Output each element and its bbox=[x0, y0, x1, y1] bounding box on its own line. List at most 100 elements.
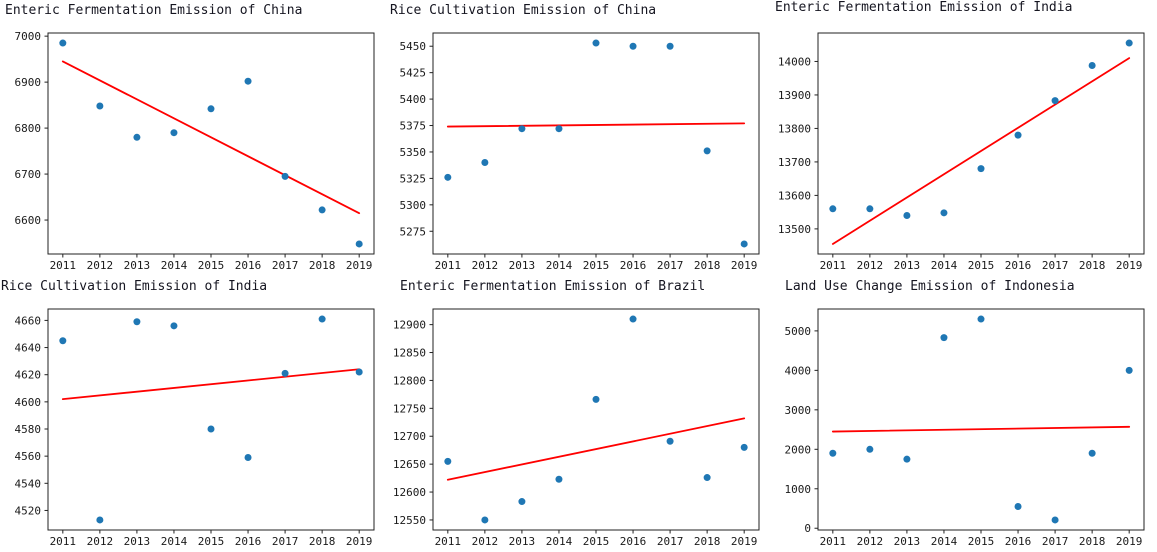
scatter-plot-land-use-change-indonesia: 2011 2012 2013 2014 2015 2016 2017 2018 2019 0 100… bbox=[785, 308, 1145, 548]
x-tick-label: 2013 bbox=[509, 535, 535, 548]
x-tick-label: 2018 bbox=[694, 535, 721, 548]
chart-title: Land Use Change Emission of Indonesia bbox=[785, 279, 1075, 294]
chart-cell-land-use-change-indonesia: Land Use Change Emission of Indonesia 20… bbox=[770, 276, 1157, 552]
x-tick-label: 2015 bbox=[968, 535, 995, 548]
x-tick-label: 2017 bbox=[272, 535, 299, 548]
x-tick-label: 2016 bbox=[1005, 259, 1032, 272]
x-tick-label: 2016 bbox=[235, 259, 262, 272]
x-tick-label: 2018 bbox=[309, 259, 336, 272]
scatter-point bbox=[555, 125, 563, 133]
scatter-point bbox=[829, 449, 837, 457]
x-tick-label: 2011 bbox=[435, 259, 462, 272]
scatter-point bbox=[866, 205, 874, 213]
chart-cell-enteric-fermentation-india: Enteric Fermentation Emission of India 2… bbox=[770, 0, 1157, 276]
scatter-point bbox=[207, 425, 215, 433]
scatter-point bbox=[666, 437, 674, 445]
y-tick-label: 5450 bbox=[400, 40, 427, 53]
scatter-point bbox=[170, 322, 178, 330]
y-tick-label: 5000 bbox=[785, 325, 812, 338]
scatter-point bbox=[133, 133, 141, 141]
scatter-point bbox=[629, 42, 637, 50]
chart-title: Enteric Fermentation Emission of Brazil bbox=[400, 279, 706, 294]
x-tick-label: 2016 bbox=[1005, 535, 1032, 548]
x-tick-label: 2011 bbox=[820, 535, 847, 548]
x-tick-label: 2019 bbox=[346, 535, 373, 548]
scatter-plot-enteric-fermentation-china: 2011 2012 2013 2014 2015 2016 2017 2018 2019 6600… bbox=[15, 30, 375, 272]
scatter-point bbox=[318, 315, 326, 323]
x-tick-label: 2013 bbox=[124, 535, 151, 548]
scatter-point bbox=[59, 39, 67, 47]
scatter-point bbox=[96, 516, 104, 524]
y-tick-label: 1000 bbox=[785, 483, 812, 496]
chart-title: Enteric Fermentation Emission of China bbox=[5, 3, 303, 18]
chart-cell-enteric-fermentation-china: Enteric Fermentation Emission of China 2… bbox=[0, 0, 385, 276]
chart-cell-enteric-fermentation-brazil: Enteric Fermentation Emission of Brazil … bbox=[385, 276, 770, 552]
scatter-point bbox=[59, 337, 67, 345]
axes-box bbox=[47, 308, 375, 531]
scatter-point bbox=[740, 443, 748, 451]
trend-line bbox=[831, 57, 1131, 245]
x-tick-label: 2012 bbox=[87, 535, 114, 548]
y-tick-label: 4640 bbox=[15, 342, 42, 355]
x-tick-label: 2017 bbox=[1042, 535, 1069, 548]
scatter-point bbox=[281, 172, 289, 180]
y-tick-label: 0 bbox=[804, 522, 811, 535]
scatter-point bbox=[244, 77, 252, 85]
scatter-point bbox=[318, 206, 326, 214]
y-tick-label: 4620 bbox=[15, 369, 42, 382]
y-tick-label: 6700 bbox=[15, 168, 42, 181]
x-tick-label: 2014 bbox=[931, 535, 958, 548]
scatter-point bbox=[592, 395, 600, 403]
x-tick-label: 2014 bbox=[546, 535, 573, 548]
x-tick-label: 2015 bbox=[198, 259, 225, 272]
y-tick-label: 13700 bbox=[778, 156, 811, 169]
scatter-point bbox=[740, 240, 748, 248]
axes-box bbox=[432, 32, 760, 255]
y-tick-label: 12550 bbox=[393, 514, 426, 527]
scatter-point bbox=[96, 102, 104, 110]
y-tick-label: 2000 bbox=[785, 443, 812, 456]
chart-title: Rice Cultivation Emission of China bbox=[390, 3, 657, 18]
scatter-point bbox=[903, 455, 911, 463]
x-tick-label: 2015 bbox=[968, 259, 995, 272]
x-tick-label: 2016 bbox=[620, 259, 647, 272]
y-tick-label: 4580 bbox=[15, 423, 42, 436]
scatter-point bbox=[866, 445, 874, 453]
y-tick-label: 3000 bbox=[785, 404, 812, 417]
y-tick-label: 5325 bbox=[400, 172, 427, 185]
scatter-point bbox=[444, 457, 452, 465]
scatter-point bbox=[555, 475, 563, 483]
scatter-point bbox=[703, 147, 711, 155]
x-tick-label: 2019 bbox=[346, 259, 373, 272]
y-tick-label: 7000 bbox=[15, 30, 42, 43]
chart-title: Rice Cultivation Emission of India bbox=[1, 279, 268, 294]
y-tick-label: 12600 bbox=[393, 486, 426, 499]
y-tick-label: 12750 bbox=[393, 402, 426, 415]
x-tick-label: 2011 bbox=[435, 535, 462, 548]
scatter-point bbox=[1125, 39, 1133, 47]
y-tick-label: 6800 bbox=[15, 122, 42, 135]
scatter-point bbox=[977, 315, 985, 323]
scatter-point bbox=[1014, 503, 1022, 511]
x-tick-label: 2014 bbox=[931, 259, 958, 272]
scatter-point bbox=[481, 516, 489, 524]
y-tick-label: 12650 bbox=[393, 458, 426, 471]
scatter-point bbox=[977, 165, 985, 173]
scatter-point bbox=[1051, 516, 1059, 524]
x-tick-label: 2017 bbox=[1042, 259, 1069, 272]
scatter-point bbox=[444, 173, 452, 181]
scatter-point bbox=[481, 159, 489, 167]
y-tick-label: 13500 bbox=[778, 223, 811, 236]
x-tick-label: 2019 bbox=[1116, 535, 1143, 548]
trend-line bbox=[61, 368, 361, 401]
scatter-point bbox=[1051, 97, 1059, 105]
scatter-point bbox=[703, 474, 711, 482]
scatter-point bbox=[940, 209, 948, 217]
x-tick-label: 2011 bbox=[820, 259, 847, 272]
x-tick-label: 2012 bbox=[87, 259, 114, 272]
trend-line bbox=[446, 122, 746, 128]
x-tick-label: 2016 bbox=[620, 535, 647, 548]
trend-line bbox=[446, 417, 746, 481]
x-tick-label: 2013 bbox=[124, 259, 151, 272]
